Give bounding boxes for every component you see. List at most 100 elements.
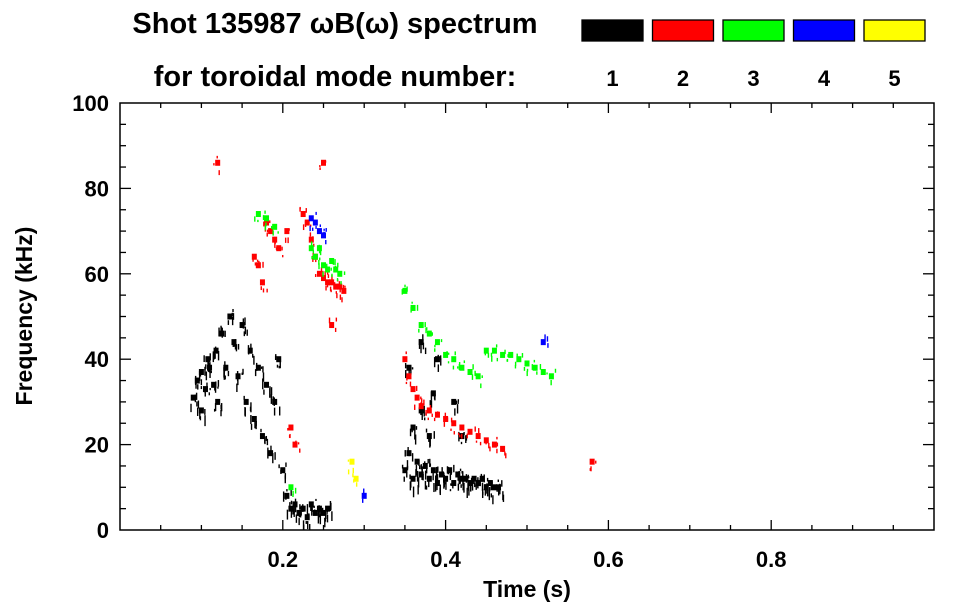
data-point-mode-2 <box>251 253 257 260</box>
data-streak-mode-1 <box>458 474 460 485</box>
data-streak-mode-3 <box>318 244 320 251</box>
data-streak-mode-1 <box>214 346 217 352</box>
data-streak-mode-1 <box>311 510 313 516</box>
data-streak-mode-1 <box>234 339 237 350</box>
data-streak-mode-1 <box>417 485 419 495</box>
data-streak-mode-1 <box>443 478 445 483</box>
data-point-mode-2 <box>284 228 290 235</box>
data-streak-mode-1 <box>423 417 426 421</box>
data-streak-mode-1 <box>214 403 217 412</box>
data-streak-mode-1 <box>463 432 465 435</box>
data-streak-mode-1 <box>425 467 428 474</box>
data-streak-mode-1 <box>424 480 427 490</box>
data-point-mode-2 <box>215 159 221 166</box>
data-streak-mode-1 <box>406 471 408 478</box>
data-streak-mode-1 <box>411 367 414 370</box>
data-streak-mode-4 <box>309 225 311 232</box>
data-point-mode-1 <box>410 424 416 431</box>
data-streak-mode-4 <box>311 227 314 231</box>
data-streak-mode-1 <box>285 462 287 467</box>
data-streak-mode-1 <box>260 428 262 433</box>
data-streak-mode-1 <box>449 489 452 492</box>
data-streak-mode-1 <box>497 489 500 496</box>
data-streak-mode-1 <box>473 479 475 485</box>
data-streak-mode-1 <box>198 370 201 381</box>
data-streak-mode-3 <box>401 289 403 295</box>
data-streak-mode-3 <box>319 257 321 261</box>
data-streak-mode-2 <box>496 436 498 440</box>
data-streak-mode-1 <box>459 468 462 472</box>
data-point-mode-1 <box>418 407 424 414</box>
data-streak-mode-1 <box>467 476 470 479</box>
data-streak-mode-5 <box>353 479 355 483</box>
data-streak-mode-2 <box>338 281 341 284</box>
data-point-mode-2 <box>443 415 449 422</box>
data-streak-mode-3 <box>265 222 267 227</box>
data-streak-mode-3 <box>336 278 339 282</box>
data-streak-mode-3 <box>318 259 320 265</box>
data-streak-mode-1 <box>297 512 299 516</box>
series-mode-2 <box>213 155 597 472</box>
data-streak-mode-1 <box>267 447 269 459</box>
data-streak-mode-3 <box>418 328 420 333</box>
data-point-mode-3 <box>402 287 408 294</box>
data-streak-mode-1 <box>311 507 313 513</box>
data-streak-mode-1 <box>496 489 498 492</box>
data-point-mode-1 <box>215 398 221 405</box>
data-streak-mode-1 <box>418 339 421 349</box>
data-point-mode-1 <box>471 475 477 482</box>
data-streak-mode-1 <box>217 386 219 389</box>
data-streak-mode-1 <box>220 409 222 417</box>
data-streak-mode-2 <box>457 432 460 435</box>
data-streak-mode-2 <box>446 417 449 422</box>
data-streak-mode-1 <box>278 406 281 416</box>
data-streak-mode-2 <box>414 404 416 410</box>
data-streak-mode-2 <box>309 232 312 237</box>
data-streak-mode-1 <box>290 500 293 505</box>
data-streak-mode-1 <box>262 378 264 390</box>
data-point-mode-3 <box>264 215 270 222</box>
data-streak-mode-3 <box>424 322 426 328</box>
data-streak-mode-1 <box>437 354 439 357</box>
data-streak-mode-1 <box>294 498 297 506</box>
legend-label-mode-3: 3 <box>747 66 759 91</box>
x-tick-labels: 0.2 0.4 0.6 0.8 <box>268 547 787 572</box>
data-streak-mode-1 <box>441 467 443 475</box>
data-streak-mode-5 <box>352 473 354 478</box>
data-streak-mode-3 <box>491 355 493 362</box>
data-streak-mode-2 <box>327 274 330 279</box>
data-point-mode-1 <box>491 484 497 491</box>
data-streak-mode-2 <box>319 165 321 168</box>
data-streak-mode-1 <box>199 370 202 377</box>
x-axis-label: Time (s) <box>483 576 571 602</box>
data-streak-mode-2 <box>420 402 422 409</box>
data-streak-mode-2 <box>468 430 471 434</box>
data-streak-mode-3 <box>454 351 456 356</box>
chart-subtitle: for toroidal mode number: <box>154 61 517 93</box>
data-streak-mode-3 <box>440 339 443 343</box>
data-streak-mode-1 <box>278 365 280 369</box>
data-streak-mode-1 <box>465 435 468 441</box>
data-streak-mode-2 <box>333 282 336 286</box>
data-point-mode-1 <box>430 467 436 474</box>
data-streak-mode-1 <box>415 464 418 476</box>
data-streak-mode-1 <box>331 511 333 521</box>
data-streak-mode-1 <box>310 503 312 512</box>
data-streak-mode-2 <box>590 466 592 472</box>
data-streak-mode-1 <box>253 355 255 365</box>
data-point-mode-1 <box>194 377 200 384</box>
data-streak-mode-1 <box>499 483 501 495</box>
data-streak-mode-2 <box>485 440 487 445</box>
data-streak-mode-1 <box>220 327 223 331</box>
data-point-mode-1 <box>459 475 465 482</box>
data-streak-mode-3 <box>404 284 406 288</box>
data-point-mode-1 <box>410 475 416 482</box>
data-streak-mode-1 <box>317 513 320 524</box>
data-point-mode-3 <box>467 369 473 376</box>
data-streak-mode-1 <box>217 350 220 361</box>
data-streak-mode-3 <box>546 372 548 375</box>
data-streak-mode-1 <box>457 399 460 402</box>
data-point-mode-1 <box>247 347 253 354</box>
data-streak-mode-1 <box>404 450 406 457</box>
data-streak-mode-1 <box>262 366 264 373</box>
